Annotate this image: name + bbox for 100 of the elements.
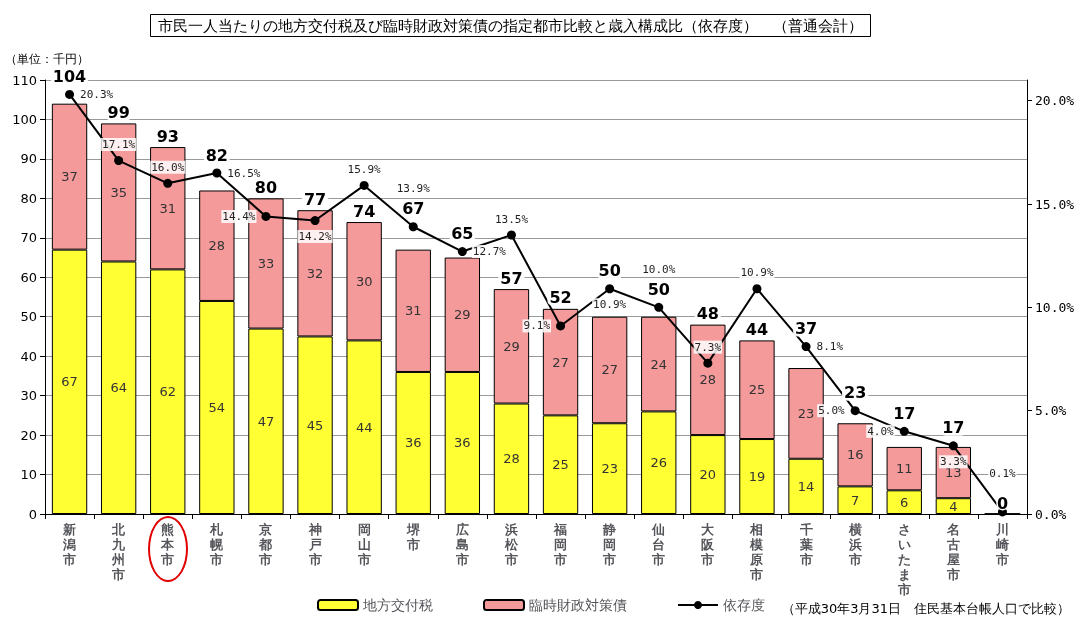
data-label: 11	[895, 461, 913, 477]
total-label: 50	[647, 279, 670, 299]
total-label: 80	[254, 177, 278, 197]
data-label: 16.5%	[227, 166, 261, 180]
total-label: 17	[942, 418, 965, 438]
y-tick-label: 80	[20, 190, 37, 206]
data-label: 0.1%	[989, 467, 1017, 481]
total-label: 65	[451, 224, 474, 244]
data-label: 5.0%	[818, 404, 846, 418]
point	[556, 321, 566, 331]
data-label: 19	[748, 469, 766, 485]
data-label: 20.3%	[80, 87, 114, 101]
data-label: 29	[454, 307, 471, 323]
x-tick-label: 名古屋市	[945, 522, 960, 582]
data-label: 14	[797, 478, 815, 494]
data-label: 20	[699, 467, 717, 483]
x-tick-label: 福岡市	[553, 522, 568, 567]
point	[212, 168, 222, 178]
point	[850, 406, 860, 416]
data-label: 12.7%	[472, 245, 507, 259]
data-label: 47	[257, 413, 275, 429]
total-label: 23	[844, 383, 867, 403]
total-label: 52	[549, 288, 572, 308]
x-tick-label: 北九州市	[111, 522, 127, 582]
y2-tick-label: 10.0%	[1035, 299, 1075, 315]
data-label: 7.3%	[694, 340, 722, 354]
x-tick-label: 千葉市	[798, 522, 813, 567]
data-label: 31	[404, 303, 422, 319]
total-label: 93	[156, 126, 179, 146]
total-label: 50	[598, 261, 621, 281]
point	[899, 426, 909, 436]
data-label: 35	[110, 184, 127, 200]
data-label: 33	[257, 255, 275, 271]
total-label: 104	[52, 66, 87, 86]
x-tick-label: 横浜市	[847, 522, 862, 567]
legend-label: 依存度	[723, 597, 765, 613]
total-label: 67	[402, 199, 425, 219]
point	[65, 89, 75, 99]
point	[605, 284, 615, 294]
y2-tick-label: 5.0%	[1035, 403, 1067, 419]
data-label: 17.1%	[102, 138, 136, 152]
y-tick-label: 10	[20, 467, 37, 483]
x-tick-label: 大阪市	[700, 522, 716, 567]
data-label: 37	[61, 169, 78, 185]
y-tick-label: 110	[12, 72, 37, 88]
y-tick-label: 40	[20, 348, 37, 364]
point	[801, 342, 811, 352]
total-label: 57	[500, 268, 523, 288]
data-label: 32	[306, 265, 324, 281]
data-label: 27	[552, 354, 569, 370]
y2-tick-label: 15.0%	[1035, 196, 1075, 212]
x-tick-label: 広島市	[454, 522, 469, 567]
x-tick-label: 神戸市	[307, 522, 322, 567]
legend-label: 臨時財政対策債	[529, 597, 627, 613]
data-label: 10.0%	[642, 262, 676, 276]
y-tick-label: 90	[20, 151, 37, 167]
point	[703, 358, 713, 368]
data-label: 4	[949, 498, 958, 514]
x-tick-label: 熊本市	[160, 522, 176, 567]
total-label: 17	[893, 403, 916, 423]
data-label: 45	[306, 417, 324, 433]
data-label: 7	[851, 492, 860, 508]
total-label: 82	[205, 145, 228, 165]
y-tick-label: 30	[20, 388, 37, 404]
total-label: 77	[303, 189, 327, 209]
point	[948, 441, 958, 451]
x-tick-label: 仙台市	[651, 522, 666, 567]
x-tick-label: 京都市	[258, 522, 273, 567]
data-label: 62	[159, 384, 177, 400]
x-tick-label: 新潟市	[62, 522, 77, 567]
data-label: 23	[601, 461, 618, 477]
data-label: 28	[503, 451, 520, 467]
y-axis-title: （単位：千円）	[5, 52, 89, 66]
data-label: 10.9%	[593, 298, 627, 312]
data-label: 36	[404, 435, 422, 451]
point	[310, 216, 320, 226]
total-label: 37	[794, 319, 818, 339]
data-label: 9.1%	[523, 319, 551, 333]
legend-label: 地方交付税	[362, 597, 433, 613]
data-label: 26	[650, 455, 668, 471]
data-label: 3.3%	[940, 455, 967, 469]
data-label: 29	[503, 338, 520, 354]
y2-tick-label: 0.0%	[1035, 506, 1067, 522]
point	[752, 284, 762, 294]
data-label: 30	[355, 273, 373, 289]
data-label: 28	[699, 372, 717, 388]
data-label: 36	[454, 435, 471, 451]
data-label: 64	[110, 380, 127, 396]
data-label: 24	[650, 356, 668, 372]
data-label: 13.5%	[494, 212, 529, 226]
x-tick-label: 静岡市	[602, 522, 617, 567]
y-tick-label: 100	[12, 111, 37, 127]
y-tick-label: 70	[20, 230, 37, 246]
data-label: 25	[748, 382, 766, 398]
total-label: 48	[696, 304, 719, 324]
data-label: 44	[355, 419, 373, 435]
data-label: 31	[159, 200, 177, 216]
point	[408, 222, 418, 232]
x-tick-label: 相模原市	[749, 522, 764, 582]
data-label: 8.1%	[816, 340, 844, 354]
